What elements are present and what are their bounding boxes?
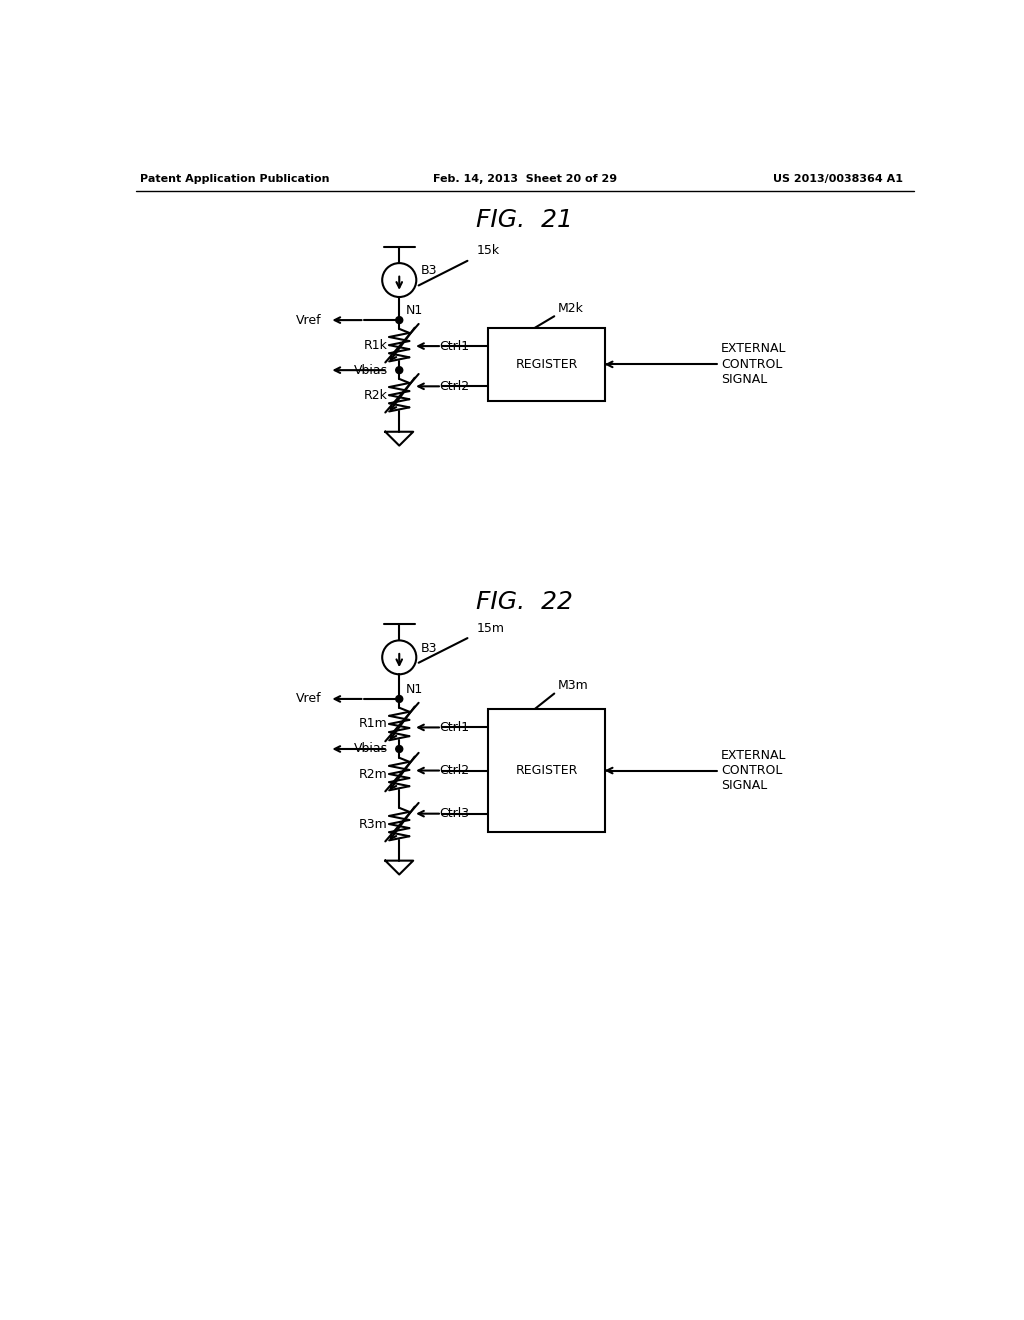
Text: EXTERNAL: EXTERNAL bbox=[721, 342, 786, 355]
Bar bbox=[488, 327, 604, 401]
Text: CONTROL: CONTROL bbox=[721, 764, 782, 777]
Text: R2m: R2m bbox=[358, 767, 388, 780]
Text: Feb. 14, 2013  Sheet 20 of 29: Feb. 14, 2013 Sheet 20 of 29 bbox=[433, 174, 616, 183]
Text: Vref: Vref bbox=[296, 693, 322, 705]
Text: R1m: R1m bbox=[358, 718, 388, 730]
Text: Vbias: Vbias bbox=[353, 742, 388, 755]
Text: B3: B3 bbox=[421, 264, 437, 277]
Text: Ctrl1: Ctrl1 bbox=[439, 339, 470, 352]
Text: 15k: 15k bbox=[477, 244, 500, 257]
Text: SIGNAL: SIGNAL bbox=[721, 779, 767, 792]
Text: EXTERNAL: EXTERNAL bbox=[721, 748, 786, 762]
Text: Ctrl1: Ctrl1 bbox=[439, 721, 470, 734]
Text: N1: N1 bbox=[406, 682, 423, 696]
Text: R2k: R2k bbox=[364, 388, 388, 401]
Text: M3m: M3m bbox=[558, 680, 589, 693]
Text: R3m: R3m bbox=[358, 817, 388, 830]
Circle shape bbox=[395, 746, 402, 752]
Text: SIGNAL: SIGNAL bbox=[721, 374, 767, 387]
Text: Vref: Vref bbox=[296, 314, 322, 326]
Text: 15m: 15m bbox=[477, 622, 505, 635]
Text: Ctrl2: Ctrl2 bbox=[439, 380, 470, 393]
Text: N1: N1 bbox=[406, 304, 423, 317]
Text: Vbias: Vbias bbox=[353, 363, 388, 376]
Text: B3: B3 bbox=[421, 642, 437, 655]
Text: M2k: M2k bbox=[558, 302, 584, 315]
Text: REGISTER: REGISTER bbox=[515, 764, 578, 777]
Circle shape bbox=[395, 696, 402, 702]
Text: Ctrl2: Ctrl2 bbox=[439, 764, 470, 777]
Text: Patent Application Publication: Patent Application Publication bbox=[139, 174, 329, 183]
Text: CONTROL: CONTROL bbox=[721, 358, 782, 371]
Circle shape bbox=[395, 317, 402, 323]
Text: REGISTER: REGISTER bbox=[515, 358, 578, 371]
Bar bbox=[488, 709, 604, 832]
Text: Ctrl3: Ctrl3 bbox=[439, 807, 470, 820]
Circle shape bbox=[395, 367, 402, 374]
Text: FIG.  22: FIG. 22 bbox=[476, 590, 573, 614]
Text: FIG.  21: FIG. 21 bbox=[476, 209, 573, 232]
Text: US 2013/0038364 A1: US 2013/0038364 A1 bbox=[773, 174, 903, 183]
Text: R1k: R1k bbox=[364, 339, 388, 351]
